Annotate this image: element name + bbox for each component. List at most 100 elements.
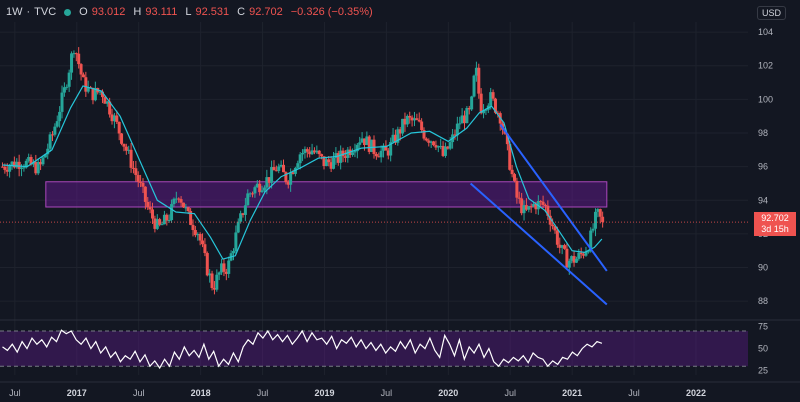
candle-body <box>382 145 386 151</box>
candle <box>212 281 216 295</box>
high-value: 93.111 <box>145 6 178 18</box>
candle <box>36 158 40 176</box>
price-grid <box>0 22 748 375</box>
candle <box>510 164 514 178</box>
candle-body <box>460 115 464 124</box>
candle-body <box>289 172 293 185</box>
candle-body <box>170 204 174 221</box>
candle-body <box>141 182 145 187</box>
candle <box>386 148 390 160</box>
candle-body <box>470 96 474 110</box>
candle-body <box>479 93 483 114</box>
candle <box>591 223 595 233</box>
candle-body <box>586 251 590 253</box>
candle <box>227 256 231 278</box>
candle <box>393 129 397 145</box>
candle-body <box>532 204 536 207</box>
candle <box>443 142 447 158</box>
candle-body <box>101 91 105 98</box>
candle-body <box>272 167 276 171</box>
candle-body <box>458 123 462 125</box>
candle <box>208 269 212 283</box>
candle-body <box>36 161 40 174</box>
candle <box>429 140 433 149</box>
candle-body <box>505 133 509 145</box>
price-tick-label: 94 <box>758 195 768 205</box>
candle-body <box>374 153 378 157</box>
candle <box>172 197 176 207</box>
candle-body <box>558 244 562 248</box>
candle-body <box>339 150 343 163</box>
open-label: O <box>79 6 88 18</box>
candle <box>458 116 462 130</box>
candle <box>151 202 155 224</box>
market-status-icon <box>64 8 72 16</box>
candle-body <box>484 109 488 111</box>
price-tick-label: 102 <box>758 61 773 71</box>
candle-body <box>341 150 345 157</box>
candle <box>322 156 326 170</box>
candle-body <box>577 252 581 259</box>
candle <box>277 163 281 174</box>
candle-body <box>401 118 405 134</box>
candle-body <box>60 92 64 112</box>
candle <box>462 110 466 131</box>
time-axis[interactable]: Jul 2017 Jul 2018 Jul 2019 Jul 2020 Jul 2021 Jul 20… <box>0 381 800 398</box>
candle <box>253 185 257 198</box>
candle <box>60 85 64 119</box>
candle-body <box>543 204 547 206</box>
candle-body <box>50 134 54 136</box>
candle <box>448 137 452 151</box>
candle-body <box>353 151 357 153</box>
high-label: H <box>133 6 142 18</box>
candle-body <box>539 201 543 203</box>
candle-body <box>105 101 109 104</box>
time-tick-label: 2019 <box>314 388 334 398</box>
candle-body <box>67 72 71 87</box>
candle <box>291 169 295 175</box>
candle-body <box>162 214 166 225</box>
candle-body <box>234 232 238 252</box>
symbol-label[interactable]: TVC <box>34 6 57 18</box>
candle <box>362 138 366 151</box>
candle-body <box>70 53 74 73</box>
candle <box>105 100 109 107</box>
candle-body <box>522 205 526 214</box>
candle <box>332 151 336 170</box>
candle <box>120 132 124 146</box>
currency-button[interactable]: USD <box>756 6 786 20</box>
candle-body <box>62 87 66 93</box>
candle <box>143 186 147 210</box>
candle-body <box>160 224 164 226</box>
candle <box>524 198 528 212</box>
candle-body <box>482 110 486 114</box>
candle-body <box>529 206 533 208</box>
candle-body <box>389 141 393 156</box>
candle-body <box>239 213 243 222</box>
candle <box>472 74 476 98</box>
candle <box>184 203 188 212</box>
candle-body <box>332 157 336 169</box>
candle-body <box>436 146 440 148</box>
candle-body <box>260 190 264 193</box>
rsi-band <box>0 331 748 367</box>
candle-body <box>262 187 266 191</box>
candle-body <box>472 75 476 97</box>
price-axis[interactable]: 889092949698100102104 <box>758 27 773 306</box>
candle <box>582 252 586 259</box>
last-price-tag: 92.702 3d 15h <box>754 212 796 236</box>
candle <box>377 152 381 158</box>
candle <box>153 215 157 233</box>
candle <box>391 128 395 144</box>
interval-label[interactable]: 1W <box>6 6 23 18</box>
candle <box>336 150 340 166</box>
candle-body <box>46 148 50 155</box>
candle <box>65 84 69 90</box>
candle <box>412 111 416 127</box>
candle <box>315 145 319 154</box>
candle-body <box>274 170 278 172</box>
candle <box>189 208 193 226</box>
candle-body <box>122 143 126 147</box>
candle-body <box>563 245 567 249</box>
